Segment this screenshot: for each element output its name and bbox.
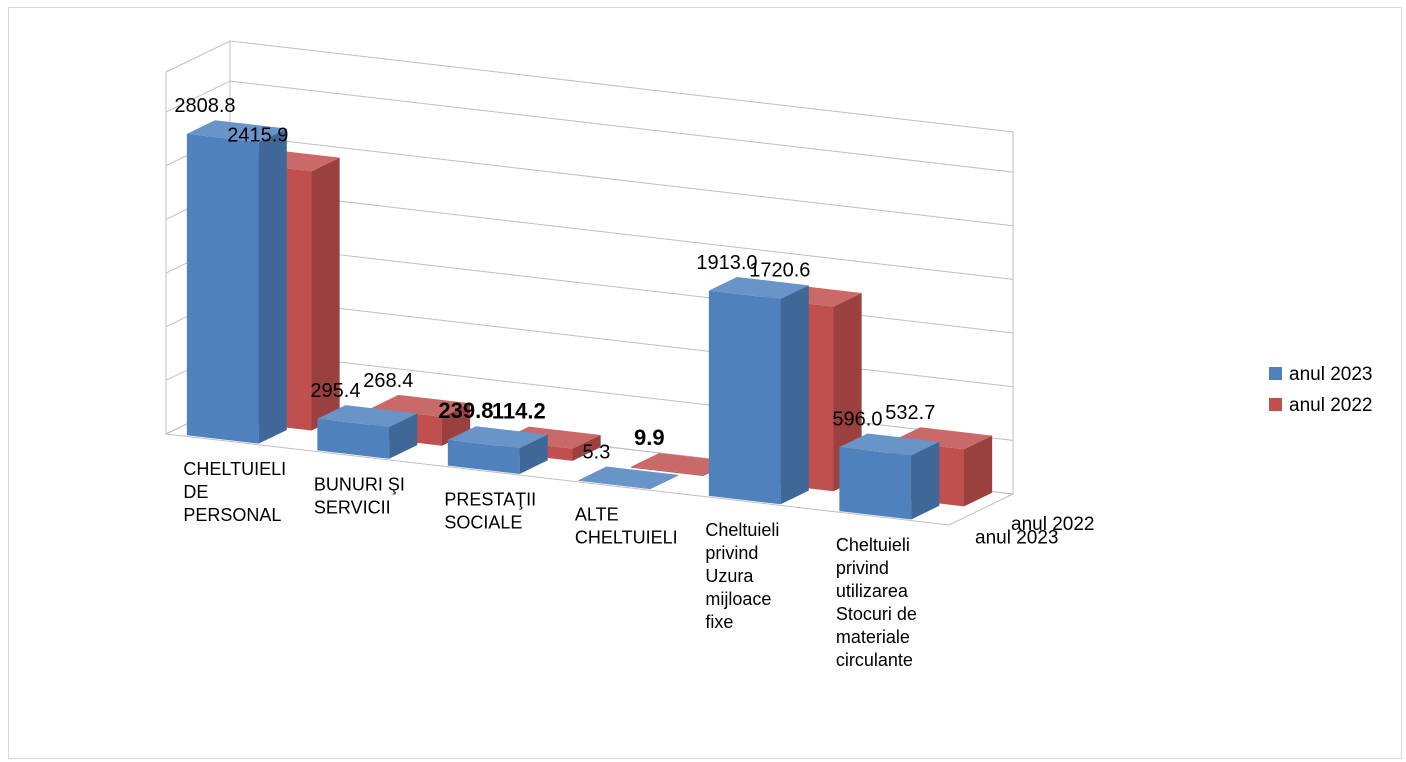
legend-label: anul 2022 (1289, 395, 1372, 416)
data-label: 2808.8 (174, 95, 235, 117)
bar-anul-2023-2 (447, 426, 548, 474)
data-label: 1913.0 (696, 252, 757, 274)
bar-top-face (317, 405, 418, 428)
data-labels: 2415.9 268.4 114.2 9.9 1720.6 532.7 2808.8 295.… (174, 95, 935, 463)
bars (186, 120, 993, 520)
legend-swatch (1269, 367, 1282, 380)
data-label: 596.0 (832, 409, 882, 431)
bar-side-face (911, 441, 940, 520)
legend-label: anul 2023 (1289, 364, 1372, 385)
data-label: 268.4 (363, 370, 413, 392)
gridline (165, 80, 1014, 173)
bar-side-face (572, 434, 601, 461)
category-label: ALTE CHELTUIELI (575, 505, 678, 548)
bar-front-face (186, 133, 259, 444)
legend: anul 2023 anul 2022 (1269, 364, 1372, 416)
depth-label: anul 2023 (975, 527, 1058, 548)
legend-swatch (1269, 398, 1282, 411)
bar-top-face (839, 433, 940, 456)
bar-top-face (447, 426, 548, 449)
data-label: 9.9 (634, 425, 665, 450)
bar-side-face (519, 434, 548, 474)
data-label: 239.8 (438, 398, 493, 423)
bar-anul-2023-5 (839, 433, 940, 520)
category-labels: CHELTUIELI DE PERSONAL BUNURI ŞI SERVICII PRE… (183, 459, 917, 670)
bar-side-face (311, 157, 340, 431)
bar-anul-2023-4 (708, 277, 809, 505)
bar-side-face (963, 435, 993, 507)
bar-side-face (780, 285, 809, 505)
bar-front-face (447, 439, 520, 474)
bar-top-face (708, 277, 809, 300)
bar-top-face (631, 452, 732, 475)
bar-anul-2023-3 (578, 466, 679, 490)
bar-front-face (578, 480, 651, 490)
bar-anul-2023-0 (186, 120, 287, 444)
bar-front-face (839, 447, 912, 520)
data-label: 5.3 (583, 442, 611, 464)
bar-front-face (631, 466, 703, 477)
category-label: CHELTUIELI DE PERSONAL (183, 459, 286, 525)
bar-top-face (186, 120, 287, 143)
category-label: Cheltuieli privind Uzura mijloace fixe (705, 520, 779, 632)
data-label: 2415.9 (227, 124, 288, 146)
bar-front-face (317, 418, 390, 459)
bar-anul-2023-1 (317, 405, 418, 459)
data-label: 1720.6 (749, 260, 810, 282)
data-label: 295.4 (310, 380, 360, 402)
bar-side-face (258, 128, 287, 444)
bar-top-face (578, 466, 679, 489)
bar-side-face (650, 474, 679, 490)
category-label: Cheltuieli privind utilizarea Stocuri de mat… (836, 535, 917, 670)
depth-label: anul 2022 (1011, 514, 1094, 535)
bar-front-face (708, 290, 781, 505)
bar-side-face (389, 413, 418, 459)
data-label: 532.7 (885, 402, 935, 424)
chart-frame: 2415.9 268.4 114.2 9.9 1720.6 532.7 2808.8 295.… (8, 7, 1402, 759)
category-label: PRESTAŢII SOCIALE (444, 489, 536, 532)
data-label: 114.2 (492, 399, 546, 424)
category-label: BUNURI ŞI SERVICII (314, 474, 405, 517)
chart-svg: 2415.9 268.4 114.2 9.9 1720.6 532.7 2808.8 295.… (164, 40, 1372, 670)
